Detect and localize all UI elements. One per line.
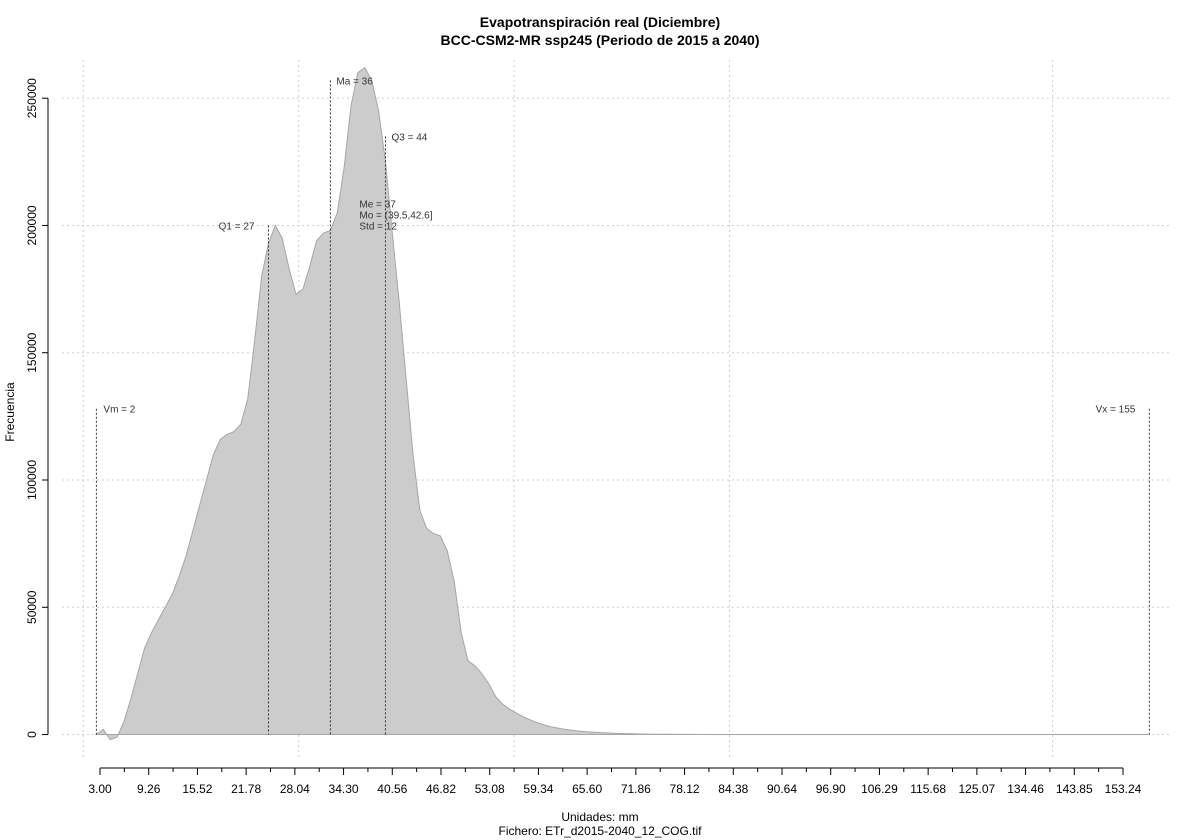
chart-title: Evapotranspiración real (Diciembre)	[479, 14, 721, 30]
x-tick-label: 96.90	[816, 782, 846, 796]
marker-label-max: Vx = 155	[1096, 405, 1136, 416]
x-tick-label: 65.60	[572, 782, 602, 796]
y-tick-label: 50000	[25, 590, 39, 624]
x-tick-label: 143.85	[1056, 782, 1093, 796]
marker-label-mean: Ma = 36	[336, 76, 373, 87]
stats-label: Mo = (39.5,42.6]	[359, 211, 432, 222]
x-tick-label: 134.46	[1007, 782, 1044, 796]
x-axis-label: Unidades: mm	[561, 810, 639, 824]
x-tick-label: 84.38	[718, 782, 748, 796]
x-tick-label: 71.86	[621, 782, 651, 796]
stats-label: Std = 12	[359, 222, 397, 233]
y-tick-label: 100000	[25, 460, 39, 500]
marker-label-q3: Q3 = 44	[391, 132, 427, 143]
y-tick-label: 150000	[25, 332, 39, 372]
x-tick-label: 125.07	[959, 782, 996, 796]
marker-label-min: Vm = 2	[103, 405, 135, 416]
x-tick-label: 153.24	[1105, 782, 1142, 796]
frequency-area	[94, 66, 1150, 741]
x-tick-label: 53.08	[475, 782, 505, 796]
file-caption: Fichero: ETr_d2015-2040_12_COG.tif	[498, 824, 702, 838]
x-tick-label: 115.68	[910, 782, 946, 796]
y-tick-label: 200000	[25, 205, 39, 245]
y-tick-label: 250000	[25, 78, 39, 118]
x-tick-label: 28.04	[280, 782, 310, 796]
x-tick-label: 90.64	[767, 782, 797, 796]
stats-label: Me = 37	[359, 200, 396, 211]
x-tick-label: 78.12	[670, 782, 700, 796]
x-tick-label: 34.30	[329, 782, 359, 796]
chart-subtitle: BCC-CSM2-MR ssp245 (Periodo de 2015 a 20…	[440, 32, 760, 48]
marker-label-q1: Q1 = 27	[219, 221, 255, 232]
x-tick-label: 106.29	[861, 782, 898, 796]
x-tick-label: 59.34	[523, 782, 553, 796]
y-tick-label: 0	[25, 731, 39, 738]
x-tick-label: 21.78	[231, 782, 261, 796]
x-tick-label: 46.82	[426, 782, 456, 796]
x-tick-label: 3.00	[88, 782, 112, 796]
x-tick-label: 9.26	[137, 782, 161, 796]
x-tick-label: 15.52	[182, 782, 212, 796]
x-tick-label: 40.56	[377, 782, 407, 796]
